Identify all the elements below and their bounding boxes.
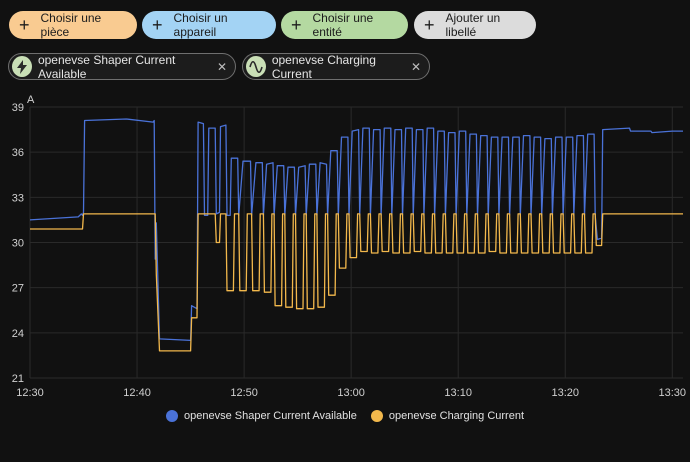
sine-wave-icon xyxy=(246,56,266,77)
x-tick-label: 12:30 xyxy=(16,387,44,396)
entity-chip-shaper-label: openevse Shaper Current Available xyxy=(37,52,176,81)
plus-icon: + xyxy=(424,15,435,35)
history-chart: 39 36 33 30 27 24 21 12:30 12:40 12:50 13:00 13:10… xyxy=(12,94,686,396)
choose-entity-button[interactable]: + Choisir une entité xyxy=(281,11,408,39)
add-label-text: Ajouter un libellé xyxy=(445,11,501,39)
y-tick-label: 21 xyxy=(12,373,24,385)
choose-area-label: Choisir une pièce xyxy=(40,11,102,39)
series-line-charging xyxy=(30,213,683,352)
y-tick-label: 30 xyxy=(12,238,24,250)
legend-dot-blue xyxy=(166,410,178,422)
plus-icon: + xyxy=(19,15,30,35)
close-icon[interactable]: ✕ xyxy=(410,59,421,74)
choose-entity-label: Choisir une entité xyxy=(312,11,374,39)
add-label-button[interactable]: + Ajouter un libellé xyxy=(414,11,536,39)
y-tick-label: 24 xyxy=(12,328,24,340)
x-axis: 12:30 12:40 12:50 13:00 13:10 13:20 13:30 xyxy=(16,387,686,396)
close-icon[interactable]: ✕ xyxy=(216,59,227,74)
legend-label-charging: openevse Charging Current xyxy=(388,410,524,422)
y-axis: 39 36 33 30 27 24 21 xyxy=(12,102,24,385)
entity-chip-charging[interactable]: openevse Charging Current ✕ xyxy=(242,52,430,81)
entity-chip-charging-label: openevse Charging Current xyxy=(271,52,376,81)
choose-device-button[interactable]: + Choisir un appareil xyxy=(142,11,276,39)
lightning-icon xyxy=(12,56,32,77)
legend-item-charging[interactable]: openevse Charging Current xyxy=(370,410,524,422)
x-tick-label: 13:20 xyxy=(551,387,579,396)
choose-area-button[interactable]: + Choisir une pièce xyxy=(9,11,137,39)
plus-icon: + xyxy=(291,15,302,35)
series-line-shaper xyxy=(29,118,683,342)
legend-dot-yellow xyxy=(370,410,383,422)
y-unit-label: A xyxy=(27,94,35,106)
y-tick-label: 33 xyxy=(12,192,24,204)
plus-icon: + xyxy=(152,15,163,35)
x-tick-label: 12:40 xyxy=(123,387,151,396)
x-tick-label: 13:30 xyxy=(659,387,687,396)
legend-label-shaper: openevse Shaper Current Available xyxy=(184,410,357,422)
series-lines xyxy=(29,118,683,352)
y-tick-label: 27 xyxy=(12,283,24,295)
chart-legend: openevse Shaper Current Available openev… xyxy=(0,410,690,422)
x-tick-label: 13:00 xyxy=(337,387,365,396)
choose-device-label: Choisir un appareil xyxy=(173,11,228,39)
x-tick-label: 12:50 xyxy=(230,387,258,396)
entity-chip-shaper[interactable]: openevse Shaper Current Available ✕ xyxy=(8,52,236,81)
legend-item-shaper[interactable]: openevse Shaper Current Available xyxy=(166,410,357,422)
y-tick-label: 36 xyxy=(12,147,24,159)
y-tick-label: 39 xyxy=(12,102,24,114)
x-tick-label: 13:10 xyxy=(444,387,472,396)
